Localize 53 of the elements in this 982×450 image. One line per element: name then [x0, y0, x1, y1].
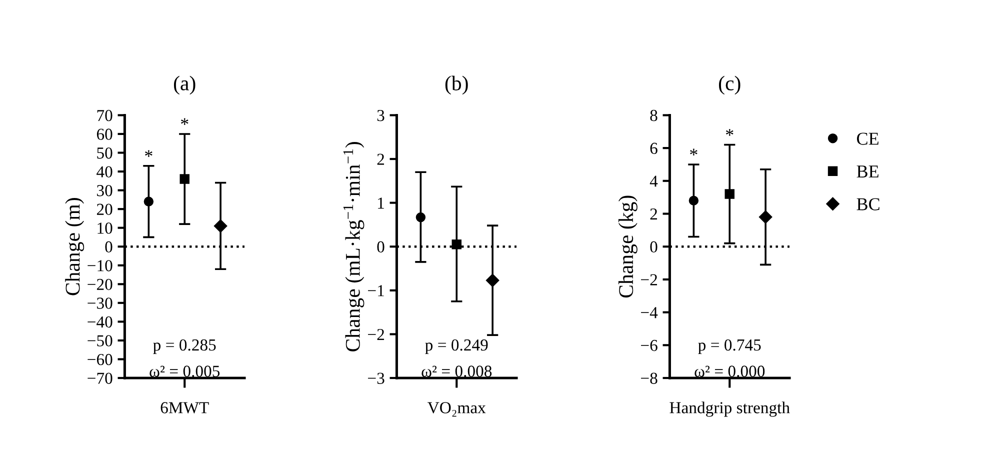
chart-title: (c)	[718, 76, 740, 95]
y-tick-label: −70	[88, 372, 112, 384]
y-tick-label: −50	[88, 335, 112, 346]
y-axis-title: Change (m)	[65, 198, 84, 296]
y-tick-label: −2	[368, 328, 384, 340]
y-tick-label: −40	[88, 316, 112, 328]
annotation: p = 0.285	[153, 339, 216, 354]
x-tick-label: VO₂max	[428, 402, 486, 417]
chart-title: (b)	[445, 76, 468, 95]
y-tick-label: 2	[650, 208, 657, 220]
data-label: *	[180, 118, 188, 125]
y-tick-label: 6	[650, 142, 658, 154]
y-tick-label: 10	[98, 222, 112, 234]
x-tick-label: 6MWT	[160, 402, 209, 414]
y-tick-label: −6	[641, 340, 658, 352]
y-tick-label: 60	[96, 128, 112, 140]
legend-label: CE	[856, 132, 878, 145]
y-tick-label: −10	[88, 260, 112, 272]
annotation: ω² = 0.008	[422, 366, 492, 377]
data-label: *	[145, 150, 152, 157]
data-label: *	[690, 148, 698, 156]
annotation: p = 0.249	[425, 339, 488, 354]
y-tick-label: 4	[650, 176, 658, 187]
y-tick-label: 8	[650, 110, 658, 122]
annotation: p = 0.745	[698, 339, 761, 354]
y-tick-label: 20	[96, 204, 112, 216]
y-tick-label: 1	[378, 198, 384, 209]
annotation: ω² = 0.000	[694, 366, 765, 377]
y-tick-label: 0	[650, 241, 658, 253]
y-tick-label: 50	[97, 147, 112, 159]
y-tick-label: 2	[377, 154, 384, 165]
data-label: *	[726, 129, 734, 136]
y-tick-label: 40	[96, 166, 112, 178]
y-tick-label: −4	[641, 307, 658, 318]
y-axis-title: Change (mL·kg$^{−1}$·min$^{−1}$)	[343, 142, 364, 352]
annotation: ω² = 0.005	[150, 366, 220, 377]
y-tick-label: 0	[105, 241, 112, 253]
y-tick-label: 70	[97, 110, 112, 122]
y-tick-label: −1	[368, 285, 384, 296]
y-tick-label: 3	[377, 110, 384, 122]
y-tick-label: −60	[88, 354, 112, 366]
y-tick-label: −2	[641, 274, 657, 286]
y-tick-label: −20	[88, 278, 112, 290]
legend-label: BC	[856, 198, 880, 210]
chart-title: (a)	[174, 76, 196, 95]
y-tick-label: −30	[88, 298, 112, 309]
x-tick-label: Handgrip strength	[670, 402, 790, 417]
y-tick-label: 30	[97, 184, 112, 196]
y-tick-label: −8	[641, 372, 658, 384]
y-axis-title: Change (kg)	[618, 196, 638, 298]
legend-label: BE	[856, 166, 878, 178]
y-tick-label: 0	[377, 241, 384, 253]
y-tick-label: −3	[368, 372, 384, 384]
